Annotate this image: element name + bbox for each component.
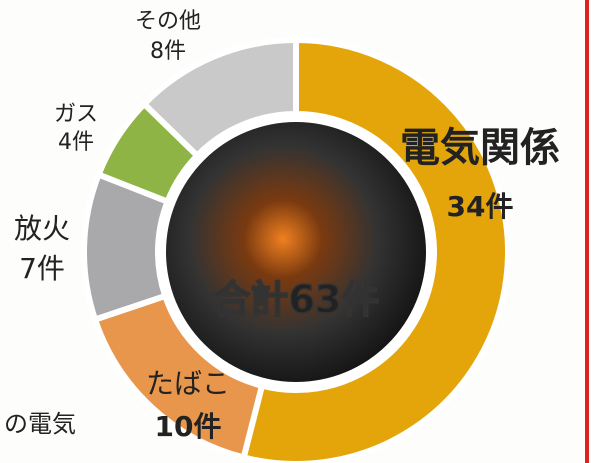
value-label: 8件 [150,39,186,64]
value-label: 4件 [58,130,94,155]
value-label: 34件 [447,190,514,223]
center-label: 合計63件 [213,278,380,322]
value-label: 7件 [19,252,65,285]
category-label: その他 [135,9,201,34]
value-label: 10件 [155,410,222,443]
category-label: ガス [54,102,98,127]
category-label: 放火 [14,212,70,245]
category-label: たばこ [146,367,230,400]
center-photo [166,122,426,382]
annotation: の電気 [4,410,76,438]
category-label: 電気関係 [400,125,560,171]
